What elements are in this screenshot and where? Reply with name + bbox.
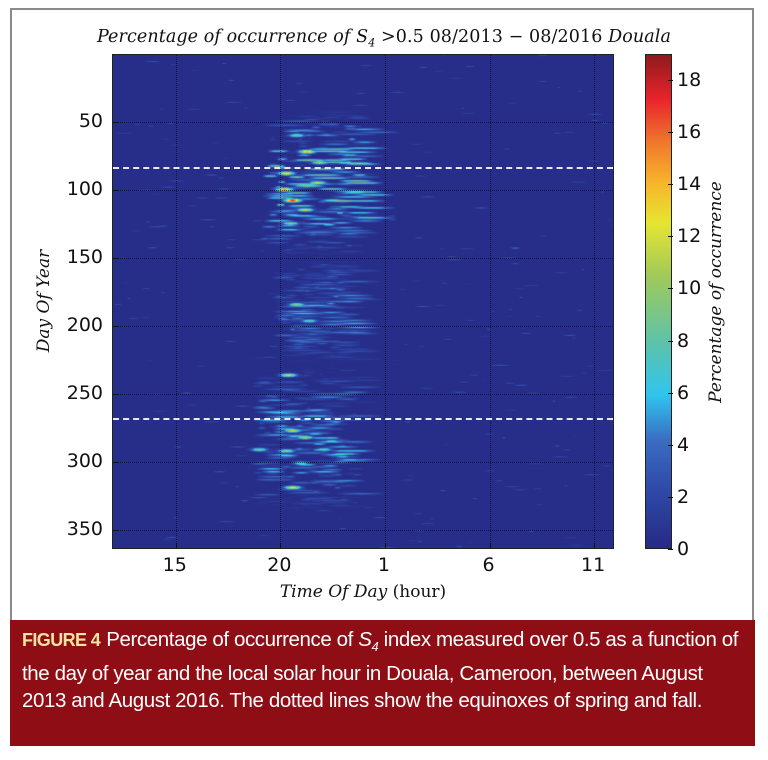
colorbar-tick-label: 12 (677, 225, 702, 248)
y-gridline (113, 121, 613, 123)
colorbar-tick (668, 184, 673, 186)
colorbar-tick (668, 288, 673, 290)
x-tick-label: 20 (267, 554, 292, 576)
colorbar-tick (668, 549, 673, 550)
colorbar-tick (668, 340, 673, 342)
colorbar (645, 54, 672, 549)
y-tick-label: 200 (66, 313, 103, 336)
y-tick (113, 325, 118, 327)
y-axis-label: Day Of Year (34, 249, 54, 353)
y-gridline (113, 393, 613, 395)
colorbar-tick (668, 496, 673, 498)
x-tick-label: 1 (377, 554, 390, 576)
x-tick-label: 15 (162, 554, 187, 576)
x-gridline (489, 55, 491, 548)
x-tick-label: 11 (580, 554, 606, 576)
y-tick (113, 257, 118, 259)
y-tick-label: 300 (66, 449, 103, 472)
y-tick (113, 189, 118, 191)
colorbar-tick (668, 132, 673, 134)
x-gridline (594, 55, 596, 548)
y-tick-label: 250 (66, 381, 103, 404)
x-axis-label: Time Of Day (hour) (279, 582, 447, 602)
equinox-line (113, 166, 613, 169)
x-tick-label: 6 (482, 554, 495, 576)
x-tick (489, 543, 491, 548)
colorbar-tick-label: 16 (677, 121, 702, 144)
y-tick (113, 121, 118, 123)
x-tick (384, 543, 386, 548)
y-tick-label: 150 (66, 245, 103, 268)
y-tick (113, 529, 118, 531)
colorbar-label: Percentage of occurrence (706, 181, 726, 403)
y-tick-label: 50 (78, 109, 103, 132)
colorbar-tick (668, 80, 673, 82)
y-tick (113, 461, 118, 463)
colorbar-tick-label: 8 (677, 329, 690, 352)
x-gridline (175, 55, 177, 548)
y-tick-label: 100 (66, 177, 103, 200)
x-gridline (280, 55, 282, 548)
colorbar-tick (668, 444, 673, 446)
colorbar-tick-label: 2 (677, 485, 690, 508)
heatmap-canvas (113, 55, 613, 548)
x-gridline (384, 55, 386, 548)
y-gridline (113, 189, 613, 191)
y-gridline (113, 529, 613, 531)
colorbar-tick-label: 14 (677, 173, 702, 196)
y-tick (113, 393, 118, 395)
figure-caption: FIGURE 4 Percentage of occurrence of S4 i… (10, 620, 755, 746)
colorbar-tick-label: 0 (677, 538, 690, 560)
equinox-line (113, 418, 613, 421)
x-tick (280, 543, 282, 548)
figure-number: FIGURE 4 (22, 630, 101, 650)
heatmap-plot-area (112, 54, 614, 549)
x-tick (594, 543, 596, 548)
y-gridline (113, 257, 613, 259)
y-tick-label: 350 (66, 517, 103, 540)
colorbar-tick (668, 392, 673, 394)
colorbar-tick (668, 236, 673, 238)
colorbar-tick-label: 18 (677, 69, 702, 92)
x-tick (175, 543, 177, 548)
colorbar-tick-label: 10 (677, 277, 702, 300)
y-gridline (113, 325, 613, 327)
colorbar-tick-label: 6 (677, 381, 690, 404)
colorbar-tick-label: 4 (677, 433, 690, 456)
chart-title: Percentage of occurrence of S4 >0.5 08/2… (96, 27, 672, 50)
y-gridline (113, 461, 613, 463)
